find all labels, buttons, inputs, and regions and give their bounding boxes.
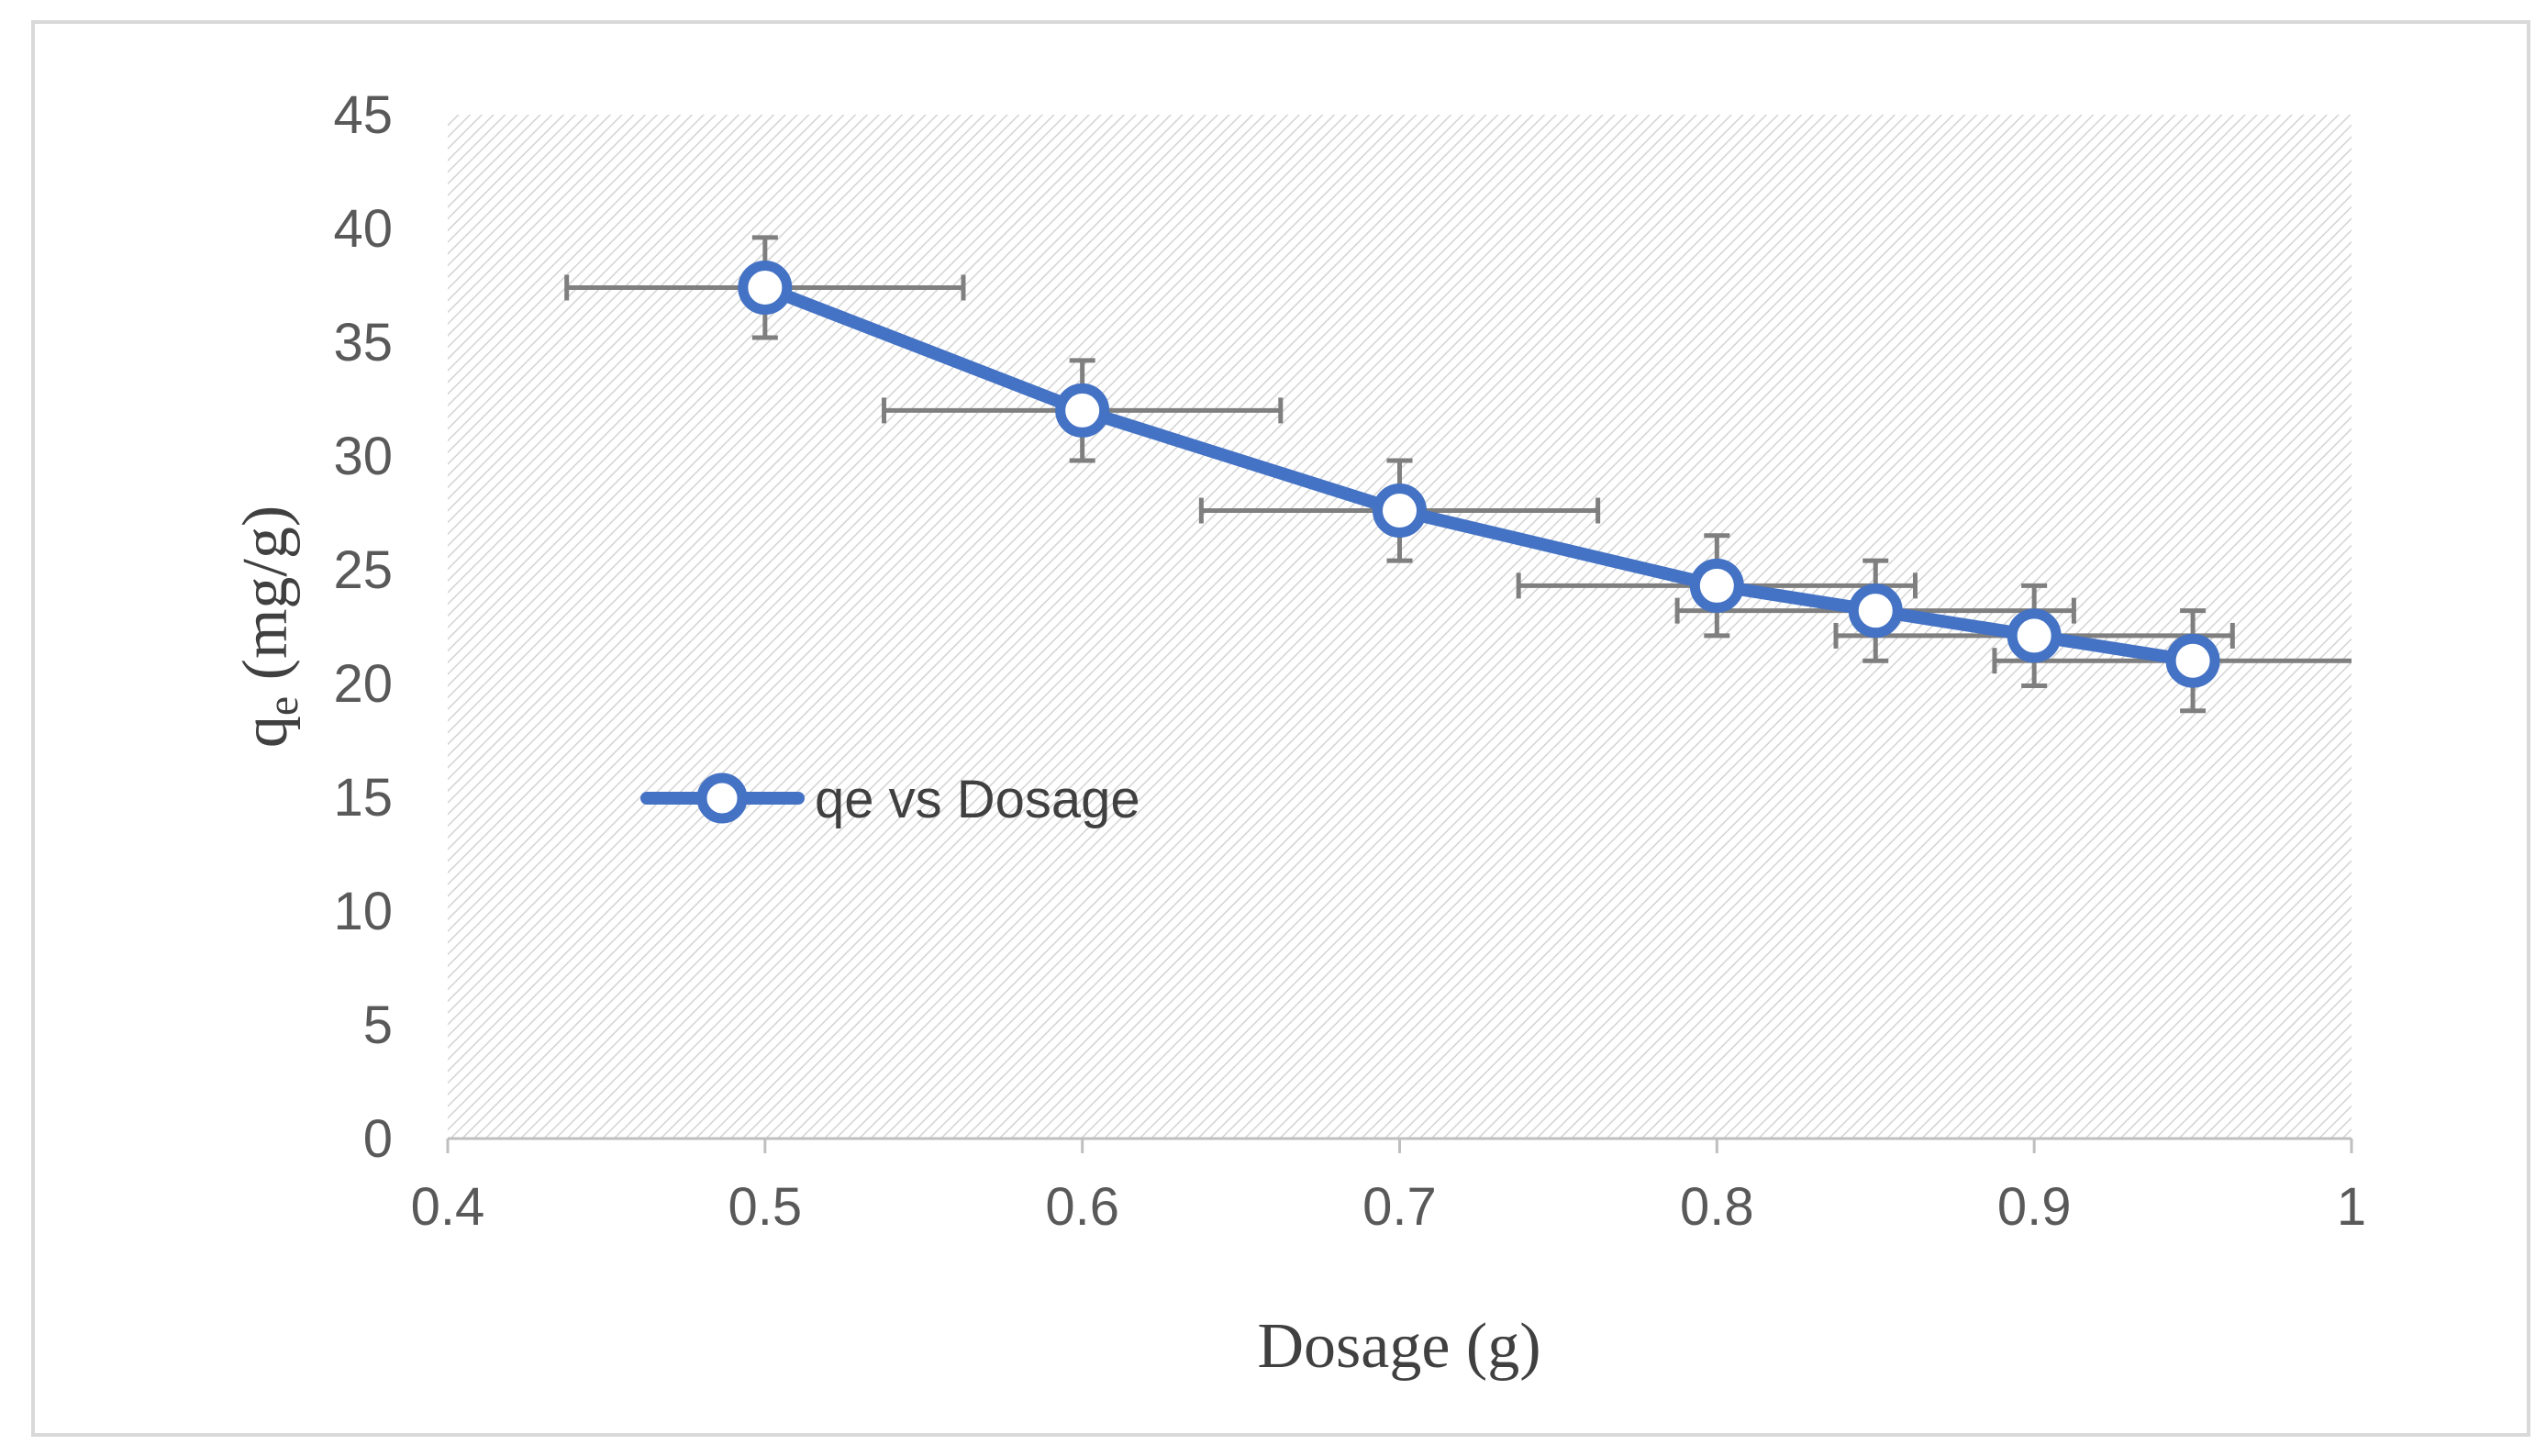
data-point — [738, 260, 793, 315]
y-tick-label: 5 — [363, 995, 393, 1055]
data-point — [1848, 584, 1903, 639]
y-axis-title-unit: (mg/g) — [230, 506, 301, 696]
data-point — [1689, 558, 1744, 613]
data-point — [1055, 383, 1110, 438]
y-tick-label: 10 — [333, 882, 393, 941]
x-tick-label: 0.9 — [1997, 1177, 2072, 1237]
data-point — [1373, 483, 1427, 539]
y-tick-label: 20 — [333, 654, 393, 714]
data-point — [2165, 633, 2220, 688]
x-tick-label: 0.8 — [1680, 1177, 1754, 1237]
x-tick-label: 0.4 — [411, 1177, 485, 1237]
y-tick-label: 15 — [333, 768, 393, 828]
y-tick-label: 25 — [333, 540, 393, 600]
y-axis-title: qe (mg/g) — [230, 506, 307, 748]
x-axis-title: Dosage (g) — [1257, 1311, 1540, 1382]
legend: qe vs Dosage — [640, 770, 1140, 829]
legend-label: qe vs Dosage — [815, 770, 1140, 829]
y-axis-title-q: q — [230, 716, 301, 748]
y-tick-label: 30 — [333, 427, 393, 486]
plot-area — [448, 115, 2351, 1139]
legend-marker — [696, 772, 748, 824]
data-point — [2007, 608, 2062, 663]
x-tick-label: 0.6 — [1045, 1177, 1119, 1237]
y-tick-label: 40 — [333, 199, 393, 259]
x-tick-label: 1 — [2337, 1177, 2366, 1237]
y-tick-label: 45 — [333, 85, 393, 145]
y-axis-title-subscript: e — [259, 696, 307, 716]
y-tick-label: 35 — [333, 313, 393, 372]
x-tick-label: 0.5 — [728, 1177, 803, 1237]
y-tick-label: 0 — [363, 1109, 393, 1169]
x-tick-label: 0.7 — [1362, 1177, 1437, 1237]
